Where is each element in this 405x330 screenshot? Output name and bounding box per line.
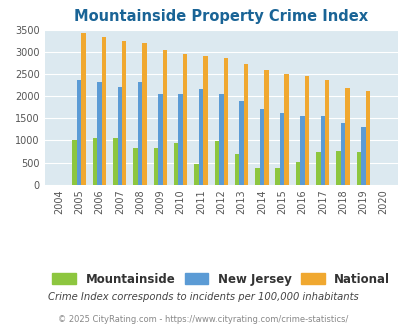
Bar [178,93,182,185]
Bar [284,75,288,185]
Legend: Mountainside, New Jersey, National: Mountainside, New Jersey, National [48,268,394,291]
Bar [320,116,324,185]
Bar [365,91,369,185]
Bar [223,58,228,185]
Bar [214,141,219,185]
Bar [158,93,162,185]
Bar [142,43,146,185]
Bar [264,71,268,185]
Bar [356,152,360,185]
Bar [345,87,349,185]
Bar [77,80,81,185]
Text: Crime Index corresponds to incidents per 100,000 inhabitants: Crime Index corresponds to incidents per… [47,292,358,302]
Bar [198,89,203,185]
Bar [182,54,187,185]
Bar [279,114,284,185]
Bar [117,87,122,185]
Bar [315,151,320,185]
Bar [360,127,365,185]
Bar [92,138,97,185]
Bar [259,109,264,185]
Bar [133,148,138,185]
Bar [97,82,101,185]
Bar [101,37,106,185]
Bar [295,162,300,185]
Bar [304,76,309,185]
Bar [122,41,126,185]
Bar [113,138,117,185]
Bar [254,168,259,185]
Bar [239,101,243,185]
Bar [72,140,77,185]
Bar [138,82,142,185]
Title: Mountainside Property Crime Index: Mountainside Property Crime Index [74,9,367,24]
Bar [336,151,340,185]
Bar [243,64,248,185]
Bar [194,164,198,185]
Bar [153,148,158,185]
Bar [340,123,345,185]
Bar [234,154,239,185]
Bar [300,116,304,185]
Bar [324,80,329,185]
Bar [173,143,178,185]
Text: © 2025 CityRating.com - https://www.cityrating.com/crime-statistics/: © 2025 CityRating.com - https://www.city… [58,315,347,324]
Bar [81,33,86,185]
Bar [162,50,167,185]
Bar [203,56,207,185]
Bar [275,168,279,185]
Bar [219,94,223,185]
